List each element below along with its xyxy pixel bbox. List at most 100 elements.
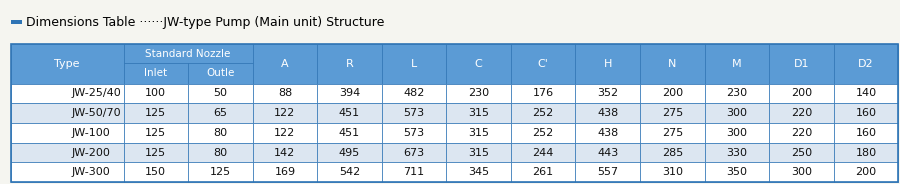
Bar (11, 143, 123, 162)
Text: JW-200: JW-200 (72, 148, 111, 158)
Bar (123, 44, 253, 63)
Text: 200: 200 (662, 89, 683, 98)
Bar (640, 44, 705, 84)
Bar (253, 123, 317, 143)
Bar (833, 44, 898, 84)
Text: 230: 230 (468, 89, 489, 98)
Bar (382, 123, 446, 143)
Text: 482: 482 (403, 89, 425, 98)
Text: Standard Nozzle: Standard Nozzle (146, 49, 230, 59)
Text: JW-50/70: JW-50/70 (72, 108, 122, 118)
Bar (382, 103, 446, 123)
Text: 100: 100 (145, 89, 166, 98)
Bar (11, 103, 123, 123)
Bar (833, 143, 898, 162)
Text: 252: 252 (533, 108, 554, 118)
Bar (705, 143, 770, 162)
Text: 261: 261 (533, 167, 554, 177)
Text: 125: 125 (210, 167, 231, 177)
Text: 200: 200 (855, 167, 877, 177)
Text: JW-100: JW-100 (72, 128, 111, 138)
Text: 176: 176 (533, 89, 554, 98)
Bar (123, 143, 188, 162)
Text: 315: 315 (468, 128, 489, 138)
Bar (705, 123, 770, 143)
Bar (317, 143, 382, 162)
Bar (770, 162, 833, 182)
Bar (640, 143, 705, 162)
Bar (770, 84, 833, 103)
Bar (511, 123, 575, 143)
Bar (833, 84, 898, 103)
Text: R: R (346, 59, 354, 69)
Bar (188, 84, 253, 103)
Text: 125: 125 (145, 108, 166, 118)
Text: 244: 244 (533, 148, 554, 158)
Text: 275: 275 (662, 108, 683, 118)
Bar (317, 103, 382, 123)
Bar (575, 123, 640, 143)
Text: 352: 352 (597, 89, 618, 98)
Text: 88: 88 (278, 89, 292, 98)
Text: H: H (604, 59, 612, 69)
Bar (446, 162, 511, 182)
Text: 495: 495 (338, 148, 360, 158)
Text: 673: 673 (403, 148, 425, 158)
Bar (833, 103, 898, 123)
Text: D2: D2 (858, 59, 874, 69)
Bar (640, 84, 705, 103)
Bar (575, 143, 640, 162)
Bar (446, 123, 511, 143)
Text: 573: 573 (403, 108, 425, 118)
Bar (188, 123, 253, 143)
Text: Outle: Outle (206, 68, 235, 78)
Text: 160: 160 (855, 108, 877, 118)
Bar (123, 162, 188, 182)
Bar (253, 84, 317, 103)
Bar (188, 143, 253, 162)
Text: 230: 230 (726, 89, 747, 98)
Text: 122: 122 (274, 128, 295, 138)
Bar (382, 143, 446, 162)
Text: L: L (411, 59, 417, 69)
Bar (317, 123, 382, 143)
Bar (317, 162, 382, 182)
Bar (446, 143, 511, 162)
Text: 711: 711 (403, 167, 425, 177)
Bar (575, 103, 640, 123)
Bar (705, 162, 770, 182)
Text: 180: 180 (855, 148, 877, 158)
Text: 300: 300 (726, 108, 747, 118)
Bar (770, 103, 833, 123)
Text: 65: 65 (213, 108, 228, 118)
Bar (833, 123, 898, 143)
Text: 150: 150 (145, 167, 166, 177)
Text: 275: 275 (662, 128, 683, 138)
Text: Type: Type (54, 59, 80, 69)
Text: 557: 557 (597, 167, 618, 177)
Bar (770, 123, 833, 143)
Text: C': C' (537, 59, 549, 69)
Text: 125: 125 (145, 148, 166, 158)
Text: JW-300: JW-300 (72, 167, 111, 177)
Text: 169: 169 (274, 167, 295, 177)
Bar (640, 103, 705, 123)
Text: D1: D1 (794, 59, 809, 69)
Text: Dimensions Table ······JW-type Pump (Main unit) Structure: Dimensions Table ······JW-type Pump (Mai… (26, 16, 384, 29)
Bar (188, 103, 253, 123)
Text: 220: 220 (791, 108, 812, 118)
Bar (382, 44, 446, 84)
Text: 330: 330 (726, 148, 747, 158)
Text: 315: 315 (468, 148, 489, 158)
Text: 300: 300 (791, 167, 812, 177)
Text: 451: 451 (339, 128, 360, 138)
Bar (11, 84, 123, 103)
Text: 140: 140 (855, 89, 877, 98)
Text: 220: 220 (791, 128, 812, 138)
Bar (640, 162, 705, 182)
Text: Inlet: Inlet (144, 68, 167, 78)
Bar (188, 162, 253, 182)
Text: 200: 200 (791, 89, 812, 98)
Text: 250: 250 (791, 148, 812, 158)
Bar (382, 162, 446, 182)
